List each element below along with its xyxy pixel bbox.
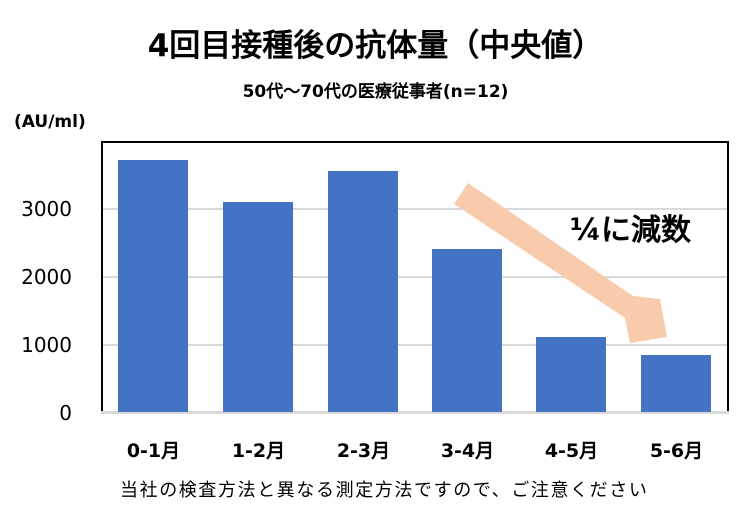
x-tick-label: 1-2月	[231, 440, 286, 462]
x-tick-label: 2-3月	[336, 440, 391, 462]
x-tick-label: 3-4月	[440, 440, 495, 462]
footnote: 当社の検査方法と異なる測定方法ですので、ご注意ください	[120, 480, 649, 501]
x-tick-label: 4-5月	[544, 440, 599, 462]
bar-3-4	[432, 249, 502, 412]
y-axis-unit-label: (AU/ml)	[14, 112, 86, 132]
bar-5-6	[641, 355, 711, 412]
x-tick-label: 0-1月	[126, 440, 181, 462]
plot-area-frame	[101, 141, 729, 414]
bar-2-3	[328, 171, 398, 412]
decrease-annotation: ¼に減数	[570, 213, 692, 248]
x-tick-label: 5-6月	[649, 440, 704, 462]
y-tick-label: 2000	[21, 265, 72, 289]
gridline-3000	[103, 208, 727, 210]
x-axis-baseline	[101, 411, 729, 414]
bar-1-2	[223, 202, 293, 412]
chart-subtitle: 50代〜70代の医療従事者(n=12)	[242, 82, 509, 102]
bar-0-1	[118, 160, 188, 412]
gridline-2000	[103, 276, 727, 278]
y-tick-label: 1000	[21, 333, 72, 357]
y-tick-label: 3000	[21, 197, 72, 221]
gridline-1000	[103, 344, 727, 346]
y-tick-label: 0	[59, 401, 72, 425]
chart-title: 4回目接種後の抗体量（中央値）	[147, 28, 604, 64]
bar-4-5	[536, 337, 606, 412]
